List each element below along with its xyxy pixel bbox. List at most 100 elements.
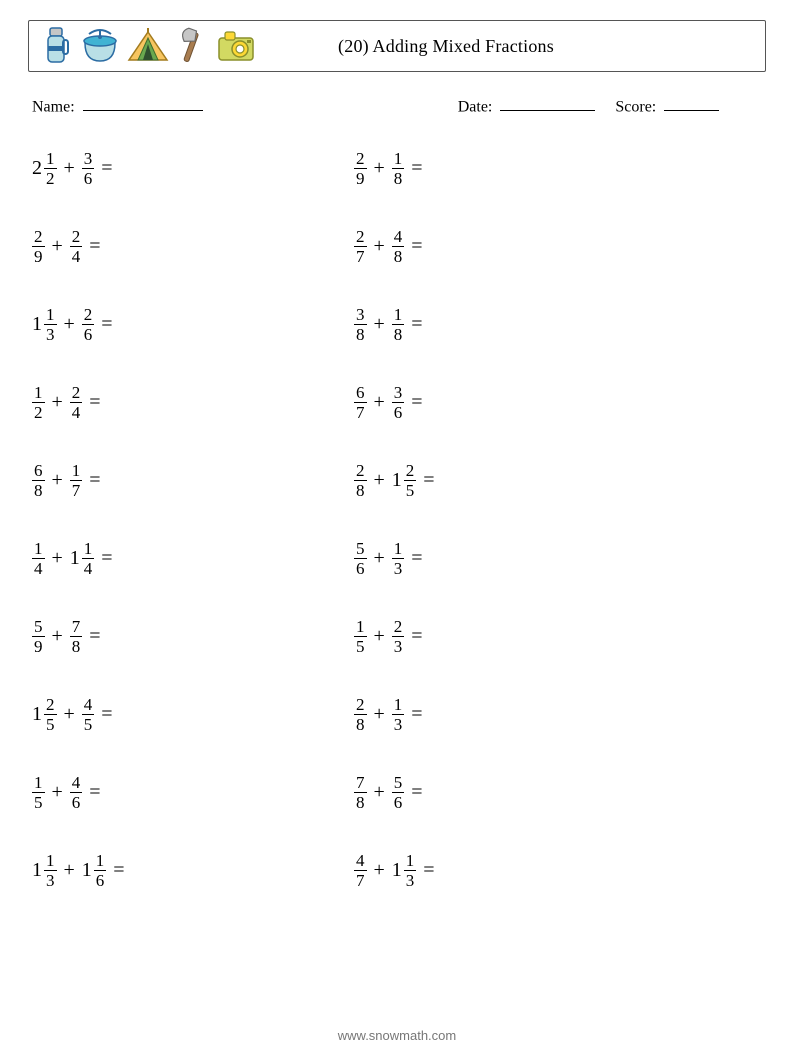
equals-sign: = [411, 391, 422, 414]
plus-sign: + [52, 469, 63, 492]
equals-sign: = [411, 703, 422, 726]
fraction: 13 [392, 696, 405, 733]
plus-sign: + [374, 235, 385, 258]
problem: 125+45= [32, 692, 354, 736]
numerator: 1 [404, 852, 417, 870]
numerator: 6 [32, 462, 45, 480]
problem: 12+24= [32, 380, 354, 424]
numerator: 2 [392, 618, 405, 636]
score-field: Score: [615, 96, 719, 116]
fraction: 28 [354, 696, 367, 733]
score-blank[interactable] [664, 96, 719, 111]
numerator: 3 [392, 384, 405, 402]
fraction: 36 [392, 384, 405, 421]
plus-sign: + [52, 547, 63, 570]
fraction: 78 [354, 774, 367, 811]
fraction: 13 [392, 540, 405, 577]
denominator: 7 [354, 402, 367, 421]
numerator: 5 [392, 774, 405, 792]
denominator: 8 [392, 168, 405, 187]
fraction: 45 [82, 696, 95, 733]
date-blank[interactable] [500, 96, 595, 111]
denominator: 6 [354, 558, 367, 577]
equals-sign: = [411, 235, 422, 258]
numerator: 2 [70, 384, 83, 402]
fraction: 56 [354, 540, 367, 577]
plus-sign: + [374, 547, 385, 570]
fraction: 29 [32, 228, 45, 265]
denominator: 3 [392, 714, 405, 733]
whole-number: 1 [32, 703, 42, 726]
plus-sign: + [64, 703, 75, 726]
denominator: 2 [44, 168, 57, 187]
denominator: 3 [44, 324, 57, 343]
fraction: 12 [32, 384, 45, 421]
plus-sign: + [374, 391, 385, 414]
denominator: 4 [70, 246, 83, 265]
numerator: 2 [354, 696, 367, 714]
name-blank[interactable] [83, 96, 203, 111]
fraction: 29 [354, 150, 367, 187]
denominator: 3 [392, 636, 405, 655]
denominator: 5 [354, 636, 367, 655]
score-label: Score: [615, 98, 656, 115]
fraction: 36 [82, 150, 95, 187]
fraction: 48 [392, 228, 405, 265]
equals-sign: = [89, 391, 100, 414]
equals-sign: = [101, 547, 112, 570]
fraction: 26 [82, 306, 95, 343]
fraction: 15 [354, 618, 367, 655]
numerator: 1 [354, 618, 367, 636]
equals-sign: = [411, 625, 422, 648]
fraction: 38 [354, 306, 367, 343]
whole-number: 1 [392, 859, 402, 882]
whole-number: 1 [32, 859, 42, 882]
denominator: 3 [44, 870, 57, 889]
denominator: 4 [82, 558, 95, 577]
numerator: 2 [354, 228, 367, 246]
denominator: 4 [70, 402, 83, 421]
fraction: 27 [354, 228, 367, 265]
plus-sign: + [374, 781, 385, 804]
equals-sign: = [89, 781, 100, 804]
numerator: 2 [82, 306, 95, 324]
plus-sign: + [52, 781, 63, 804]
numerator: 1 [32, 774, 45, 792]
equals-sign: = [411, 781, 422, 804]
denominator: 8 [32, 480, 45, 499]
numerator: 1 [70, 462, 83, 480]
equals-sign: = [411, 157, 422, 180]
numerator: 5 [354, 540, 367, 558]
plus-sign: + [374, 703, 385, 726]
numerator: 1 [392, 540, 405, 558]
numerator: 4 [70, 774, 83, 792]
name-field: Name: [32, 96, 458, 116]
problem: 29+24= [32, 224, 354, 268]
footer-url: www.snowmath.com [0, 1028, 794, 1043]
numerator: 1 [392, 306, 405, 324]
numerator: 2 [354, 462, 367, 480]
fraction: 25 [44, 696, 57, 733]
fraction: 59 [32, 618, 45, 655]
plus-sign: + [374, 313, 385, 336]
equals-sign: = [411, 547, 422, 570]
denominator: 9 [354, 168, 367, 187]
numerator: 2 [44, 696, 57, 714]
fraction: 24 [70, 228, 83, 265]
fraction: 24 [70, 384, 83, 421]
problem: 59+78= [32, 614, 354, 658]
denominator: 6 [392, 792, 405, 811]
date-label: Date: [458, 98, 493, 115]
whole-number: 1 [82, 859, 92, 882]
denominator: 5 [32, 792, 45, 811]
denominator: 8 [70, 636, 83, 655]
problem: 14+114= [32, 536, 354, 580]
meta-line: Name: Date: Score: [28, 96, 766, 116]
fraction: 16 [94, 852, 107, 889]
plus-sign: + [52, 235, 63, 258]
denominator: 6 [392, 402, 405, 421]
plus-sign: + [374, 859, 385, 882]
plus-sign: + [374, 157, 385, 180]
whole-number: 1 [392, 469, 402, 492]
fraction: 13 [44, 852, 57, 889]
